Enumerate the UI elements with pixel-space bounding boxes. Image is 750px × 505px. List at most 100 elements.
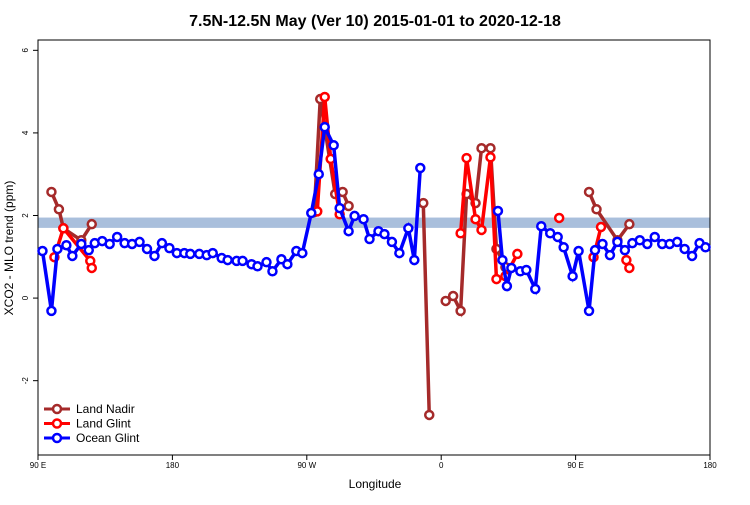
data-point — [67, 250, 78, 262]
data-point — [415, 162, 426, 174]
y-tick-label: -2 — [21, 377, 30, 385]
data-point — [222, 254, 233, 266]
data-point — [237, 255, 248, 267]
data-point — [612, 236, 623, 248]
data-point — [358, 213, 369, 225]
data-point — [501, 280, 513, 292]
series — [46, 93, 635, 421]
x-axis-label: Longitude — [349, 477, 402, 491]
data-point — [334, 202, 345, 214]
data-point — [418, 197, 429, 209]
data-point — [530, 283, 541, 295]
data-point — [476, 142, 487, 154]
data-point — [589, 244, 601, 256]
y-tick-label: 0 — [21, 295, 30, 300]
data-point — [134, 236, 145, 248]
data-point — [364, 233, 375, 245]
data-point — [76, 238, 87, 250]
data-point — [512, 248, 523, 260]
legend-marker — [51, 418, 63, 429]
data-point — [491, 273, 502, 285]
data-point — [313, 168, 324, 180]
data-point — [583, 305, 595, 317]
data-point — [624, 262, 635, 274]
y-axis-label: XCO2 - MLO trend (ppm) — [2, 181, 16, 316]
data-point — [252, 261, 263, 272]
data-point — [461, 152, 472, 164]
data-point — [37, 245, 48, 257]
data-point — [440, 295, 451, 307]
data-point — [649, 231, 660, 243]
data-point — [61, 239, 72, 251]
data-point — [297, 247, 308, 259]
data-point — [386, 236, 398, 248]
data-point — [343, 200, 354, 212]
data-point — [164, 242, 175, 254]
data-point — [409, 254, 420, 266]
data-point — [521, 264, 532, 276]
data-point — [261, 256, 272, 268]
data-point — [624, 218, 635, 230]
data-point — [58, 223, 69, 234]
data-point — [455, 305, 466, 317]
x-tick-label: 90 W — [297, 461, 316, 470]
legend-marker — [51, 432, 63, 444]
data-point — [86, 218, 98, 230]
data-point — [558, 242, 569, 253]
data-point — [583, 186, 595, 198]
y-tick-label: 6 — [21, 48, 30, 53]
data-point — [700, 242, 711, 253]
legend-label: Land Glint — [76, 417, 131, 431]
data-point — [567, 270, 578, 282]
data-point — [485, 142, 496, 154]
plot-frame — [37, 39, 711, 456]
data-point — [497, 254, 508, 266]
y-tick-label: 2 — [21, 213, 30, 218]
legend-label: Ocean Glint — [76, 431, 140, 445]
data-point — [141, 243, 153, 255]
data-point — [470, 213, 481, 225]
data-point — [149, 250, 160, 262]
data-point — [306, 207, 317, 219]
data-point — [328, 140, 339, 151]
data-point — [282, 258, 293, 270]
data-point — [207, 247, 218, 259]
data-point — [619, 244, 631, 256]
series — [37, 121, 711, 317]
data-point — [86, 262, 98, 274]
chart-title: 7.5N-12.5N May (Ver 10) 2015-01-01 to 20… — [189, 13, 561, 30]
x-tick-label: 180 — [703, 461, 717, 470]
data-point — [591, 204, 602, 215]
data-point — [403, 223, 414, 234]
data-point — [53, 204, 65, 215]
data-point — [104, 238, 115, 250]
data-point — [536, 220, 547, 232]
data-point — [679, 243, 690, 255]
data-point — [642, 238, 653, 250]
series-line — [49, 98, 631, 415]
data-point — [476, 224, 487, 236]
reference-band — [38, 217, 710, 228]
legend-marker — [51, 403, 63, 415]
data-point — [553, 212, 565, 224]
data-point — [686, 250, 698, 262]
data-point — [319, 121, 330, 133]
x-tick-label: 180 — [166, 461, 180, 470]
data-point — [485, 152, 496, 163]
x-tick-label: 90 E — [567, 461, 583, 470]
data-point — [671, 236, 683, 248]
y-tick-label: 4 — [21, 130, 30, 135]
x-tick-label: 90 E — [30, 461, 46, 470]
data-point — [83, 244, 95, 256]
data-point — [597, 238, 608, 250]
data-point — [379, 228, 390, 240]
data-point — [46, 305, 57, 317]
data-point — [424, 409, 435, 421]
x-tick-label: 0 — [439, 461, 444, 470]
data-point — [573, 245, 584, 257]
data-point — [343, 225, 354, 237]
data-point — [447, 290, 459, 302]
data-point — [595, 221, 607, 233]
